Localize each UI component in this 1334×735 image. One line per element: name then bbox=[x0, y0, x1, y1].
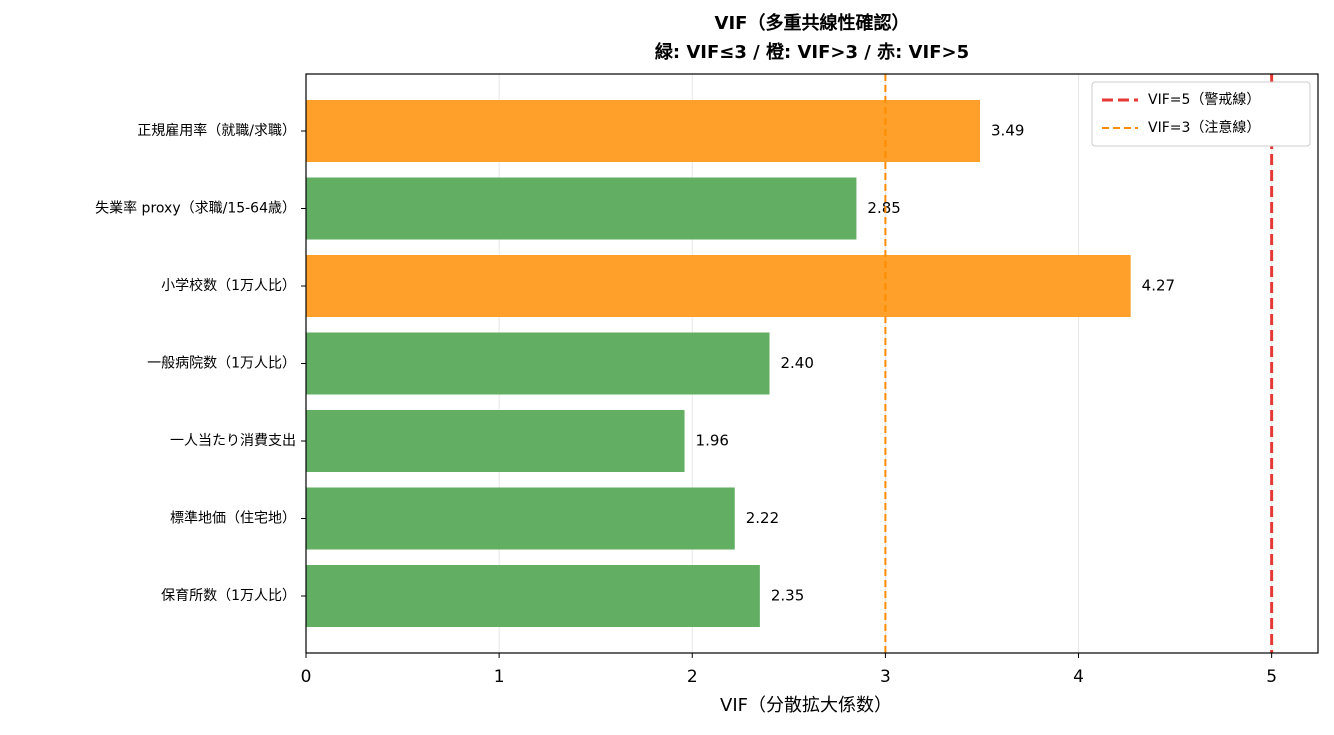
bar bbox=[306, 177, 857, 240]
x-tick-label: 2 bbox=[687, 667, 698, 687]
chart-subtitle: 緑: VIF≤3 / 橙: VIF>3 / 赤: VIF>5 bbox=[655, 41, 969, 63]
bar bbox=[306, 100, 981, 162]
x-tick-label: 1 bbox=[494, 667, 505, 687]
value-label: 4.27 bbox=[1142, 277, 1175, 295]
value-label: 2.22 bbox=[746, 509, 779, 527]
chart-title: VIF（多重共線性確認） bbox=[715, 12, 910, 34]
x-tick-label: 5 bbox=[1266, 667, 1277, 687]
legend-label: VIF=3（注意線） bbox=[1148, 119, 1260, 136]
bar bbox=[306, 487, 735, 550]
y-tick-label: 小学校数（1万人比） bbox=[161, 277, 296, 294]
value-label: 1.96 bbox=[696, 432, 729, 450]
value-label: 2.35 bbox=[771, 587, 804, 605]
x-tick-label: 4 bbox=[1073, 667, 1084, 687]
value-label: 2.40 bbox=[781, 354, 814, 372]
y-tick-label: 一人当たり消費支出 bbox=[170, 433, 296, 449]
value-label: 2.85 bbox=[867, 199, 900, 217]
bar bbox=[306, 410, 685, 472]
y-tick-label: 保育所数（1万人比） bbox=[161, 588, 296, 604]
y-tick-label: 失業率 proxy（求職/15-64歳） bbox=[95, 200, 296, 217]
y-tick-label: 標準地価（住宅地） bbox=[170, 511, 296, 527]
bar bbox=[306, 332, 770, 395]
y-tick-label: 正規雇用率（就職/求職） bbox=[137, 122, 296, 139]
y-tick-label: 一般病院数（1万人比） bbox=[147, 356, 296, 372]
legend-label: VIF=5（警戒線） bbox=[1148, 92, 1260, 108]
plot-frame bbox=[305, 73, 1319, 654]
x-tick-label: 3 bbox=[880, 667, 891, 687]
legend-box bbox=[1091, 81, 1311, 147]
x-tick-label: 0 bbox=[301, 667, 312, 687]
value-label: 3.49 bbox=[991, 122, 1024, 140]
bar bbox=[306, 255, 1131, 317]
x-axis-label: VIF（分散拡大係数） bbox=[720, 695, 892, 716]
bar bbox=[306, 565, 760, 627]
